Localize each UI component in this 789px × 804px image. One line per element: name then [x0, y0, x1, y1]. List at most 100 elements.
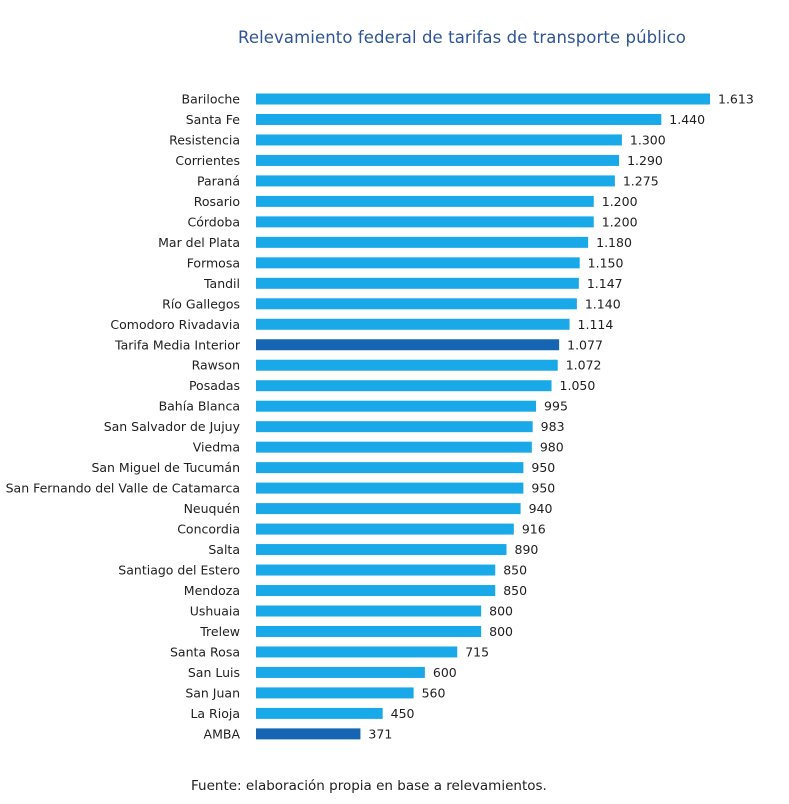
bar-26: [256, 625, 482, 637]
category-label: San Juan: [185, 685, 240, 700]
value-label: 1.147: [587, 276, 623, 291]
bar-2: [256, 134, 622, 146]
value-label: 800: [489, 604, 513, 619]
category-label: Posadas: [189, 378, 240, 393]
bar-22: [256, 544, 507, 556]
bar-30: [256, 707, 383, 719]
category-label: Tandil: [203, 276, 240, 291]
bar-8: [256, 257, 580, 269]
value-label: 1.050: [560, 378, 596, 393]
category-label: Concordia: [177, 522, 240, 537]
category-label: Formosa: [187, 255, 240, 270]
category-label: San Luis: [188, 665, 240, 680]
bar-29: [256, 687, 414, 699]
value-label: 980: [540, 440, 564, 455]
bar-24: [256, 585, 496, 597]
bar-23: [256, 564, 496, 576]
value-label: 983: [541, 419, 565, 434]
value-label: 1.150: [588, 255, 624, 270]
value-label: 1.077: [567, 337, 603, 352]
value-label: 850: [503, 583, 527, 598]
value-label: 1.290: [627, 153, 663, 168]
value-label: 1.440: [669, 112, 705, 127]
value-label: 940: [529, 501, 553, 516]
value-label: 1.072: [566, 358, 602, 373]
bar-5: [256, 195, 594, 207]
bar-11: [256, 318, 570, 330]
bar-25: [256, 605, 482, 617]
value-label: 600: [433, 665, 457, 680]
category-label: Bahía Blanca: [159, 399, 240, 414]
bar-9: [256, 277, 579, 289]
category-label: Mendoza: [184, 583, 240, 598]
category-label: San Fernando del Valle de Catamarca: [6, 481, 240, 496]
value-label: 950: [531, 481, 555, 496]
bar-10: [256, 298, 577, 310]
category-label: Bariloche: [182, 92, 241, 107]
value-label: 371: [368, 726, 392, 741]
bar-16: [256, 421, 533, 433]
bar-27: [256, 646, 458, 658]
category-label: Comodoro Rivadavia: [110, 317, 240, 332]
category-label: Trelew: [199, 624, 240, 639]
category-label: Neuquén: [184, 501, 240, 516]
bar-13: [256, 359, 558, 371]
category-label: Resistencia: [169, 132, 240, 147]
source-note: Fuente: elaboración propia en base a rel…: [191, 778, 547, 794]
bar-7: [256, 236, 589, 248]
category-label: San Miguel de Tucumán: [91, 460, 240, 475]
value-label: 1.613: [718, 92, 754, 107]
value-label: 890: [515, 542, 539, 557]
category-label: AMBA: [204, 726, 241, 741]
value-label: 850: [503, 563, 527, 578]
category-label: Salta: [208, 542, 240, 557]
category-label: Santa Fe: [186, 112, 241, 127]
value-label: 1.114: [578, 317, 614, 332]
bar-3: [256, 154, 620, 166]
value-label: 950: [531, 460, 555, 475]
value-label: 1.140: [585, 296, 621, 311]
category-label: Mar del Plata: [158, 235, 240, 250]
chart-title: Relevamiento federal de tarifas de trans…: [238, 28, 686, 47]
category-label: Corrientes: [175, 153, 240, 168]
value-label: 450: [391, 706, 415, 721]
bar-6: [256, 216, 594, 228]
bar-17: [256, 441, 532, 453]
bar-1: [256, 113, 662, 125]
value-label: 1.200: [602, 194, 638, 209]
category-label: Paraná: [197, 173, 240, 188]
value-label: 1.275: [623, 173, 659, 188]
category-label: La Rioja: [190, 706, 240, 721]
bar-20: [256, 503, 521, 515]
value-label: 1.200: [602, 214, 638, 229]
category-label: Ushuaia: [190, 604, 240, 619]
category-label: Santiago del Estero: [118, 563, 240, 578]
category-label: Santa Rosa: [170, 644, 240, 659]
category-label: Rawson: [192, 358, 240, 373]
value-label: 800: [489, 624, 513, 639]
value-label: 995: [544, 399, 568, 414]
category-label: Río Gallegos: [162, 296, 240, 311]
bar-15: [256, 400, 537, 412]
bar-12: [256, 339, 560, 351]
bar-18: [256, 462, 524, 474]
bar-19: [256, 482, 524, 494]
bar-4: [256, 175, 615, 187]
bars-layer: Bariloche 1.613 Santa Fe 1.440 Resistencia 1.…: [6, 92, 754, 742]
value-label: 1.300: [630, 132, 666, 147]
bar-31: [256, 728, 361, 740]
value-label: 715: [465, 644, 489, 659]
value-label: 560: [422, 685, 446, 700]
value-label: 1.180: [596, 235, 632, 250]
category-label: Rosario: [194, 194, 240, 209]
category-label: Córdoba: [188, 214, 240, 229]
bar-0: [256, 93, 710, 105]
category-label: San Salvador de Jujuy: [104, 419, 241, 434]
bar-21: [256, 523, 514, 535]
value-label: 916: [522, 522, 546, 537]
category-label: Viedma: [193, 440, 240, 455]
bar-28: [256, 666, 425, 678]
category-label: Tarifa Media Interior: [114, 337, 241, 352]
bar-14: [256, 380, 552, 392]
